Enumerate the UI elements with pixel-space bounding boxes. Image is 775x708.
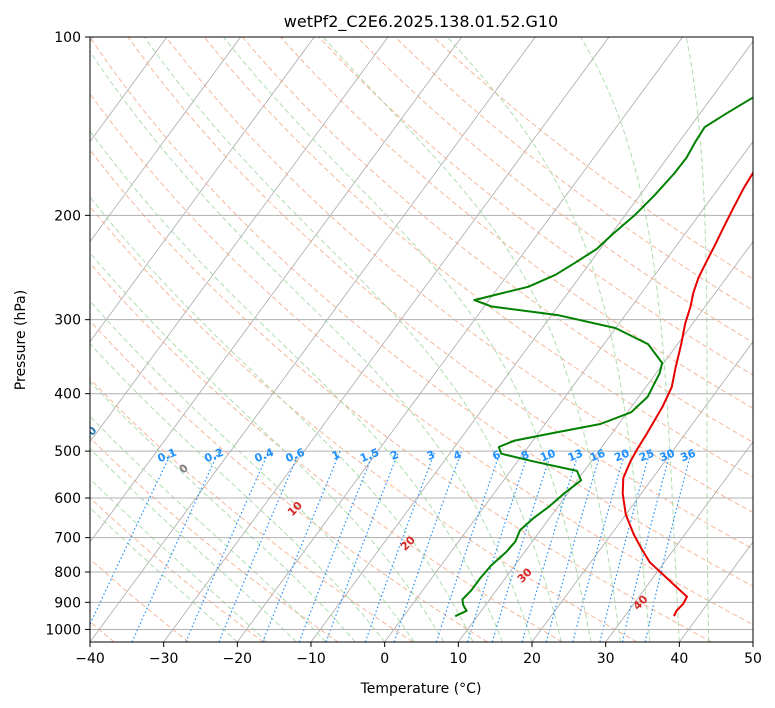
- moist-adiabat-line: [90, 300, 415, 642]
- x-tick-label: 0: [380, 651, 389, 667]
- x-tick-label: −30: [149, 651, 179, 667]
- x-tick-label: −40: [75, 651, 105, 667]
- dry-adiabat-line: [242, 37, 753, 443]
- x-tick-label: 10: [449, 651, 467, 667]
- mixing-ratio-line: [218, 450, 301, 642]
- mixing-ratio-line: [262, 450, 341, 642]
- dry-adiabat-line: [127, 37, 753, 550]
- moist-adiabat-line: [90, 380, 356, 642]
- isotherm-line: [90, 37, 315, 343]
- mixing-ratio-line: [298, 450, 375, 642]
- mixing-ratio-line: [393, 450, 463, 642]
- chart-title: wetPf2_C2E6.2025.138.01.52.G10: [284, 12, 558, 32]
- mixing-ratio-label: 8: [519, 448, 531, 463]
- isotherm-line: [458, 240, 753, 642]
- x-tick-label: −10: [296, 651, 326, 667]
- mixing-ratio-label: 13: [566, 447, 585, 465]
- mixing-ratio-line: [599, 450, 651, 642]
- mixing-ratio-label: 10: [538, 446, 557, 464]
- isotherm-line: [531, 341, 753, 642]
- x-axis: −40 −30 −20 −10 0 10 20 30 40 50: [75, 642, 762, 667]
- x-tick-label: 40: [670, 651, 688, 667]
- mixing-ratio-line: [435, 450, 502, 642]
- moist-adiabat-line: [90, 130, 503, 642]
- plot-frame: [89, 36, 754, 643]
- y-tick-label: 900: [54, 595, 81, 611]
- dry-adiabat-label: -10: [76, 424, 99, 447]
- moist-adiabat-line: [580, 37, 680, 642]
- moist-adiabat-line: [90, 252, 445, 642]
- mixing-ratio-line: [621, 450, 672, 642]
- y-tick-label: 700: [54, 531, 81, 547]
- isotherm-line: [90, 37, 462, 543]
- moist-adiabat-line: [447, 37, 651, 642]
- dry-adiabat-line: [90, 92, 753, 626]
- mixing-ratio-line: [185, 450, 270, 642]
- isotherm-line: [90, 37, 536, 642]
- x-tick-label: 30: [597, 651, 615, 667]
- mixing-ratio-label: 30: [658, 446, 677, 464]
- mixing-ratio-line: [325, 450, 400, 642]
- y-tick-label: 300: [54, 313, 81, 329]
- y-tick-label: 400: [54, 387, 81, 403]
- mixing-ratio-line: [644, 450, 692, 642]
- x-axis-title: Temperature (°C): [360, 681, 482, 697]
- mixing-ratio-label: 25: [637, 447, 656, 465]
- dry-adiabat-line: [90, 37, 753, 587]
- mixing-ratio-line: [545, 450, 602, 642]
- mixing-ratio-line: [491, 450, 553, 642]
- y-tick-label: 600: [54, 491, 81, 507]
- background-lines: [90, 37, 753, 642]
- dewpoint-profile-line: [454, 96, 753, 618]
- y-tick-label: 100: [54, 30, 81, 46]
- dry-adiabat-line: [90, 149, 712, 642]
- moist-adiabat-line: [90, 447, 297, 642]
- dry-adiabat-line: [90, 205, 638, 642]
- x-tick-label: 20: [523, 651, 541, 667]
- mixing-ratio-label: 20: [612, 446, 631, 464]
- mixing-ratio-label: 36: [679, 446, 698, 464]
- y-tick-label: 800: [54, 565, 81, 581]
- isotherm-line: [90, 37, 389, 443]
- isotherm-line: [384, 140, 753, 642]
- pressure-gridlines: [90, 37, 753, 630]
- moist-adiabat-line: [90, 196, 474, 642]
- temperature-profile-line: [621, 170, 753, 617]
- dry-adiabat-line: [318, 37, 753, 376]
- dry-adiabat-line: [165, 37, 753, 514]
- dry-adiabat-line: [280, 37, 753, 409]
- dry-adiabat-line: [90, 378, 414, 642]
- mixing-ratio-label: 3: [425, 448, 437, 463]
- isotherm-line: [237, 37, 683, 642]
- mixing-ratio-label: 1: [330, 448, 342, 463]
- mixing-ratio-line: [466, 450, 530, 642]
- y-tick-label: 500: [54, 444, 81, 460]
- isotherm-line: [310, 40, 753, 642]
- mixing-ratio-line: [521, 450, 580, 642]
- moist-adiabat-line: [90, 415, 327, 642]
- moist-adiabat-line: [143, 37, 562, 642]
- moist-adiabat-line: [90, 478, 268, 642]
- y-axis-title: Pressure (hPa): [13, 290, 29, 390]
- isotherm-line: [163, 37, 610, 642]
- isotherm-line: [605, 441, 753, 642]
- x-tick-label: −20: [223, 651, 253, 667]
- x-tick-label: 50: [744, 651, 762, 667]
- dry-adiabat-line: [90, 558, 190, 642]
- mixing-ratio-line: [364, 450, 436, 642]
- isotherm-line: [90, 37, 168, 143]
- mixing-ratio-label: 16: [588, 446, 607, 464]
- moist-adiabat-line: [322, 37, 621, 642]
- profile-lines: [454, 96, 753, 618]
- y-tick-label: 1000: [45, 622, 81, 638]
- moist-adiabat-line: [223, 37, 592, 642]
- mixing-ratio-line: [572, 450, 626, 642]
- moist-adiabat-line: [90, 50, 533, 642]
- mixing-ratio-label: 2: [389, 448, 401, 463]
- y-tick-label: 200: [54, 208, 81, 224]
- y-axis: 100 200 300 400 500 600 700 800 900 1000: [45, 30, 90, 638]
- moist-adiabat-line: [685, 37, 710, 642]
- dry-adiabat-line: [90, 262, 563, 642]
